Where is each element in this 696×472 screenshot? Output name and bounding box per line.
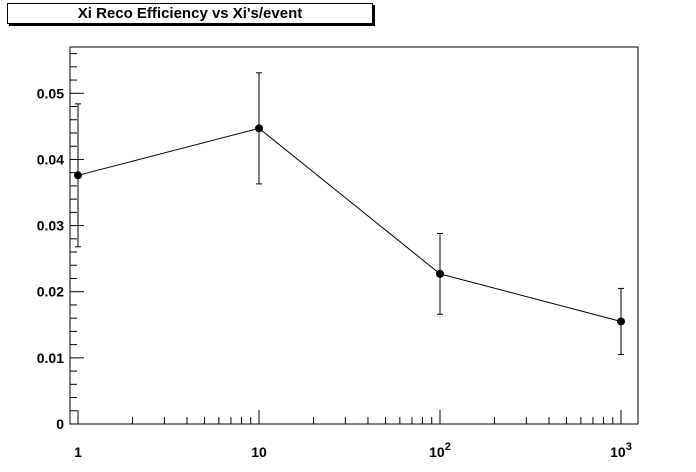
x-tick-label: 102 bbox=[429, 441, 451, 460]
y-tick-label: 0.01 bbox=[37, 350, 64, 366]
y-tick-label: 0.02 bbox=[37, 284, 64, 300]
data-point bbox=[617, 317, 625, 326]
y-tick-label: 0.03 bbox=[37, 218, 64, 234]
x-tick-label: 1 bbox=[74, 444, 82, 460]
x-axis: 1 10 102 103 bbox=[74, 410, 632, 460]
y-axis: 0 0.01 0.02 0.03 0.04 0.05 bbox=[37, 53, 84, 432]
x-tick-label: 10 bbox=[251, 444, 267, 460]
data-point bbox=[74, 171, 82, 180]
series-line bbox=[77, 127, 622, 322]
chart-title: Xi Reco Efficiency vs Xi's/event bbox=[7, 3, 373, 24]
y-tick-label: 0 bbox=[56, 416, 64, 432]
data-point bbox=[436, 269, 444, 278]
data-series bbox=[74, 72, 625, 356]
data-point bbox=[255, 124, 263, 133]
x-tick-label: 103 bbox=[610, 441, 632, 460]
y-tick-label: 0.05 bbox=[37, 85, 64, 101]
plot-frame bbox=[69, 46, 639, 425]
y-tick-label: 0.04 bbox=[37, 151, 64, 167]
